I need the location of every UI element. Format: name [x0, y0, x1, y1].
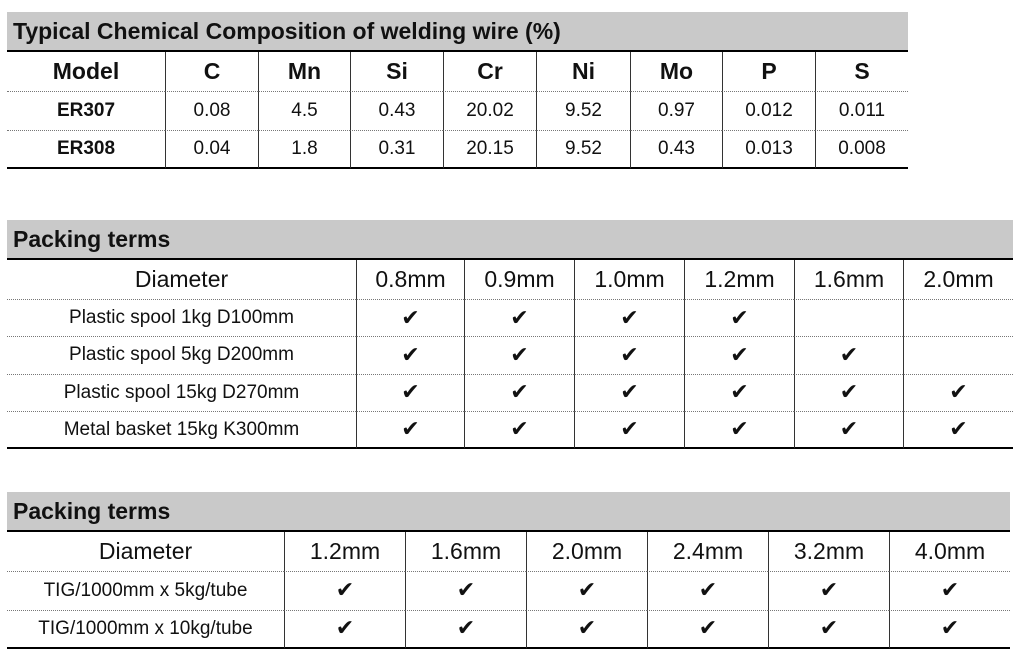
table-title: Packing terms: [7, 220, 1013, 260]
table-cell: [903, 337, 1013, 375]
column-header: Si: [350, 52, 443, 92]
row-label: ER308: [7, 131, 165, 169]
check-mark: ✔: [356, 337, 464, 375]
row-label: Metal basket 15kg K300mm: [7, 412, 356, 450]
check-mark: ✔: [405, 610, 526, 649]
check-mark: ✔: [464, 300, 574, 338]
table-cell: [903, 300, 1013, 338]
column-header: 1.2mm: [284, 532, 405, 572]
check-mark: ✔: [647, 572, 768, 611]
check-mark: ✔: [405, 572, 526, 611]
check-mark: ✔: [768, 610, 889, 649]
check-mark: ✔: [574, 300, 684, 338]
table-cell: 4.5: [258, 92, 350, 131]
column-header: Mn: [258, 52, 350, 92]
table-cell: 20.02: [443, 92, 536, 131]
table-title: Packing terms: [7, 492, 1010, 532]
table-cell: 0.31: [350, 130, 443, 169]
column-header: Diameter: [7, 260, 356, 300]
check-mark: ✔: [794, 337, 903, 375]
table-cell: 1.8: [258, 130, 350, 169]
column-header: Model: [7, 52, 165, 92]
column-header: 1.6mm: [405, 532, 526, 572]
table-title: Typical Chemical Composition of welding …: [7, 12, 908, 52]
table-cell: 0.43: [630, 130, 722, 169]
check-mark: ✔: [464, 337, 574, 375]
column-header: Cr: [443, 52, 536, 92]
check-mark: ✔: [464, 411, 574, 450]
check-mark: ✔: [684, 411, 794, 450]
check-mark: ✔: [356, 300, 464, 338]
check-mark: ✔: [889, 610, 1010, 649]
check-mark: ✔: [526, 572, 647, 611]
column-header: P: [722, 52, 815, 92]
table-cell: [794, 300, 903, 338]
table-cell: 0.43: [350, 92, 443, 131]
column-header: S: [815, 52, 908, 92]
column-header: 1.2mm: [684, 260, 794, 300]
table-cell: 9.52: [536, 130, 630, 169]
column-header: 2.4mm: [647, 532, 768, 572]
row-label: Plastic spool 15kg D270mm: [7, 375, 356, 412]
check-mark: ✔: [684, 374, 794, 412]
check-mark: ✔: [574, 411, 684, 450]
table-cell: 9.52: [536, 92, 630, 131]
check-mark: ✔: [574, 374, 684, 412]
table-cell: 0.08: [165, 92, 258, 131]
table-cell: 0.97: [630, 92, 722, 131]
check-mark: ✔: [889, 572, 1010, 611]
table-cell: 0.013: [722, 130, 815, 169]
table-cell: 20.15: [443, 130, 536, 169]
check-mark: ✔: [903, 374, 1013, 412]
column-header: 0.9mm: [464, 260, 574, 300]
check-mark: ✔: [574, 337, 684, 375]
table-cell: 0.012: [722, 92, 815, 131]
table-cell: 0.011: [815, 92, 908, 131]
check-mark: ✔: [794, 411, 903, 450]
row-label: TIG/1000mm x 5kg/tube: [7, 572, 284, 611]
column-header: 4.0mm: [889, 532, 1010, 572]
check-mark: ✔: [356, 374, 464, 412]
column-header: C: [165, 52, 258, 92]
column-header: 3.2mm: [768, 532, 889, 572]
column-header: 0.8mm: [356, 260, 464, 300]
table-cell: 0.04: [165, 130, 258, 169]
check-mark: ✔: [903, 411, 1013, 450]
check-mark: ✔: [647, 610, 768, 649]
check-mark: ✔: [526, 610, 647, 649]
check-mark: ✔: [684, 300, 794, 338]
column-header: Diameter: [7, 532, 284, 572]
check-mark: ✔: [684, 337, 794, 375]
column-header: Mo: [630, 52, 722, 92]
column-header: 1.6mm: [794, 260, 903, 300]
check-mark: ✔: [768, 572, 889, 611]
row-label: Plastic spool 5kg D200mm: [7, 337, 356, 375]
column-header: 2.0mm: [526, 532, 647, 572]
check-mark: ✔: [284, 572, 405, 611]
check-mark: ✔: [464, 374, 574, 412]
column-header: 2.0mm: [903, 260, 1013, 300]
check-mark: ✔: [356, 411, 464, 450]
check-mark: ✔: [284, 610, 405, 649]
column-header: Ni: [536, 52, 630, 92]
table-cell: 0.008: [815, 130, 908, 169]
row-label: Plastic spool 1kg D100mm: [7, 300, 356, 338]
row-label: TIG/1000mm x 10kg/tube: [7, 611, 284, 649]
check-mark: ✔: [794, 374, 903, 412]
row-label: ER307: [7, 92, 165, 131]
column-header: 1.0mm: [574, 260, 684, 300]
